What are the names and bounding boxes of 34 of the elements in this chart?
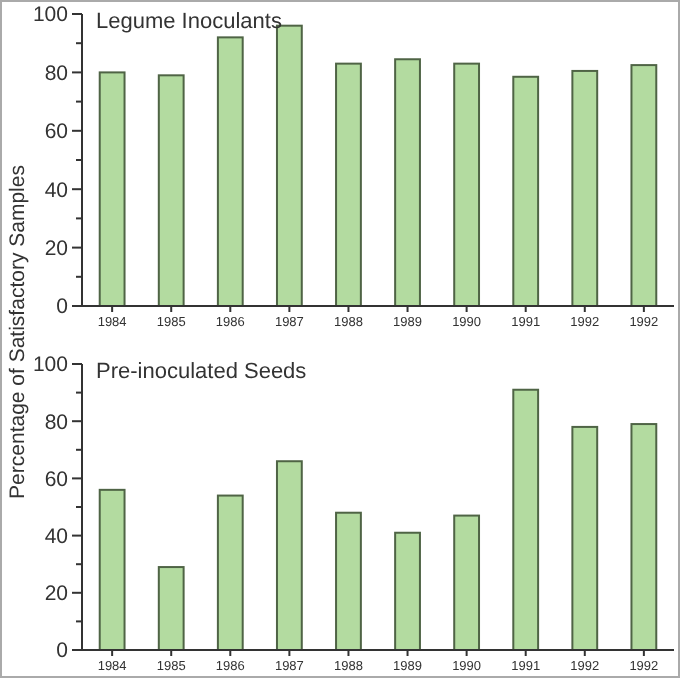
y-tick-label: 60 [44, 467, 69, 492]
bar [216, 36, 244, 307]
bar [630, 64, 658, 307]
chart-title: Legume Inoculants [96, 10, 283, 34]
chart-title: Pre-inoculated Seeds [96, 360, 308, 384]
y-tick-label: 100 [32, 3, 69, 28]
bar [157, 566, 185, 651]
bar [394, 531, 421, 651]
bar [275, 460, 303, 651]
y-tick-label: 60 [44, 120, 69, 145]
bar [512, 75, 540, 307]
y-tick-label: 0 [56, 295, 69, 320]
y-tick-label: 100 [32, 353, 69, 378]
bar [335, 511, 362, 651]
bar [453, 514, 481, 651]
y-axis-title: Percentage of Satisfactory Samples [6, 165, 30, 499]
bar [394, 58, 421, 307]
bar [98, 71, 126, 307]
y-tick-label: 0 [56, 639, 69, 664]
y-tick-label: 40 [44, 178, 69, 203]
y-tick-label: 20 [44, 582, 69, 607]
y-tick-label: 80 [44, 61, 69, 86]
bar [630, 423, 658, 651]
bar [216, 494, 244, 651]
bar [98, 488, 126, 651]
bar [512, 388, 540, 651]
bar [157, 74, 185, 307]
bar [571, 425, 599, 651]
y-tick-label: 80 [44, 410, 69, 435]
bar [335, 62, 362, 307]
y-tick-label: 40 [44, 524, 69, 549]
bar [453, 62, 481, 307]
y-tick-label: 20 [44, 236, 69, 261]
bar [571, 69, 599, 307]
